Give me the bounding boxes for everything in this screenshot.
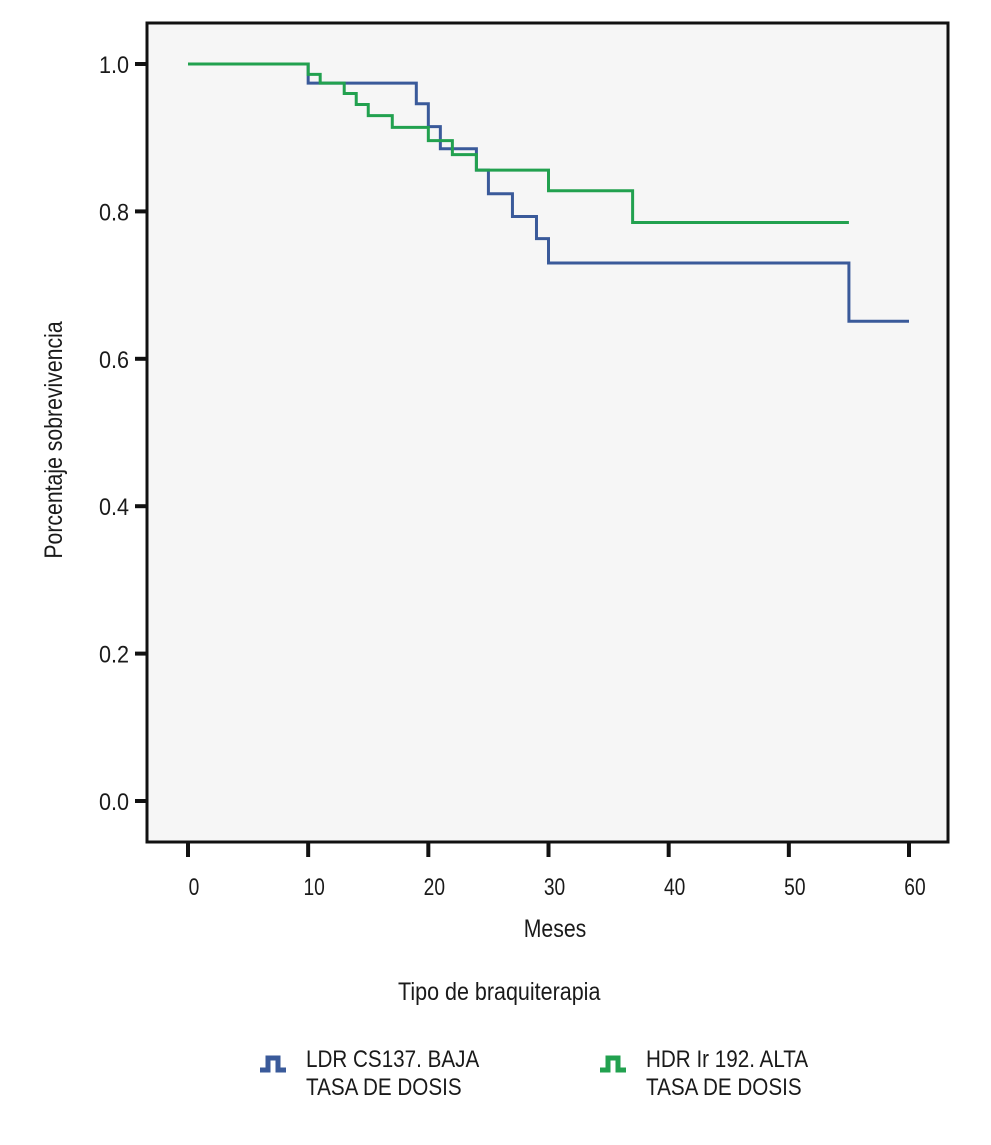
x-tick-label: 0 — [189, 873, 200, 901]
y-tick-label: 0.6 — [99, 346, 129, 373]
step-line-icon — [260, 1055, 286, 1073]
x-tick-label: 30 — [544, 873, 565, 901]
plot-area — [145, 21, 950, 844]
x-tick-label: 60 — [904, 873, 925, 901]
y-axis: 0.0 0.2 0.4 0.6 0.8 1.0 — [99, 51, 147, 815]
x-axis: 0 10 20 30 40 50 60 — [186, 842, 926, 901]
y-axis-title: Porcentaje sobrevivencia — [39, 321, 67, 558]
y-tick-label: 1.0 — [99, 51, 129, 78]
y-tick-label: 0.4 — [99, 493, 129, 520]
legend-item-ldr: LDR CS137. BAJA TASA DE DOSIS — [258, 1046, 546, 1102]
y-tick-label: 0.0 — [99, 788, 129, 815]
legend: LDR CS137. BAJA TASA DE DOSIS HDR Ir 192… — [258, 1046, 886, 1102]
x-tick-label: 20 — [424, 873, 445, 901]
series-line-hdr — [188, 62, 849, 224]
legend-label: HDR Ir 192. ALTA TASA DE DOSIS — [646, 1046, 809, 1101]
legend-label: LDR CS137. BAJA TASA DE DOSIS — [306, 1046, 480, 1101]
series-layer — [188, 62, 909, 323]
x-axis-title: Meses — [524, 914, 587, 942]
step-line-icon — [600, 1055, 626, 1073]
y-tick-label: 0.2 — [99, 641, 129, 668]
legend-title: Tipo de braquiterapia — [398, 978, 601, 1006]
x-tick-label: 10 — [303, 873, 324, 901]
x-tick-label: 50 — [784, 873, 805, 901]
y-tick-label: 0.8 — [99, 198, 129, 225]
x-tick-label: 40 — [664, 873, 685, 901]
legend-item-hdr: HDR Ir 192. ALTA TASA DE DOSIS — [598, 1046, 886, 1102]
